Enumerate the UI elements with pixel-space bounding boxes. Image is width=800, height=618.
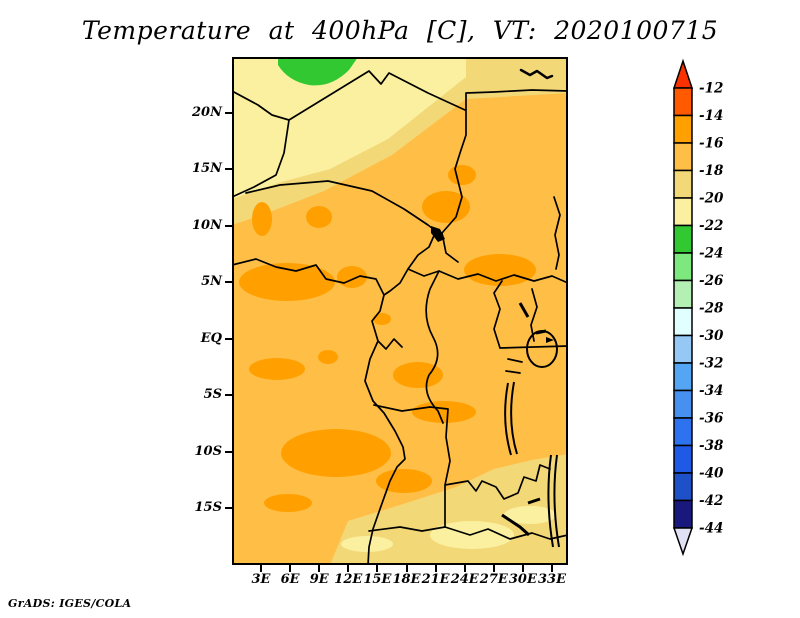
colorbar-segment <box>673 169 693 199</box>
colorbar-arrow-below-min <box>672 527 694 557</box>
x-axis-tick-label: 12E <box>334 572 363 587</box>
y-axis-tick <box>225 394 232 397</box>
colorbar-segment <box>673 197 693 227</box>
colorbar-tick-label: -14 <box>699 108 723 124</box>
colorbar-tick-label: -16 <box>699 136 724 152</box>
x-axis-tick <box>551 565 553 572</box>
colorbar-segment <box>673 87 693 117</box>
colorbar-tick-label: -32 <box>699 356 723 372</box>
colorbar-segment <box>673 499 693 529</box>
x-axis-tick <box>492 565 495 572</box>
x-axis-tick-label: 27E <box>479 572 508 587</box>
colorbar-tick-label: -12 <box>699 81 723 97</box>
colorbar-segment <box>673 307 693 337</box>
y-axis-tick <box>225 337 232 340</box>
y-axis-tick <box>225 281 232 284</box>
colorbar-segment <box>673 472 693 502</box>
x-axis-tick-label: 18E <box>392 572 421 587</box>
lake-mweru <box>501 497 541 537</box>
y-axis-tick-label: EQ <box>200 330 222 346</box>
y-axis-tick-label: 5S <box>203 387 222 403</box>
x-axis-tick-label: 30E <box>508 572 537 587</box>
colorbar-tick-label: -42 <box>699 493 723 509</box>
lake-chad <box>431 226 445 242</box>
colorbar-segment <box>673 114 693 144</box>
colorbar: -12 -14 -16 -18 -20 -22 -24 -26 -28 -30 -32 -34 -36 -… <box>672 58 724 557</box>
x-axis-tick-label: 33E <box>538 572 566 587</box>
temperature-fill-layers <box>232 57 568 565</box>
y-axis-tick <box>225 112 232 114</box>
colorbar-tick-label: -34 <box>699 383 723 399</box>
y-axis-tick-label: 10S <box>194 443 222 459</box>
colorbar-tick-label: -30 <box>699 328 724 344</box>
colorbar-tick-label: -40 <box>699 466 724 482</box>
y-axis-tick <box>225 168 232 171</box>
x-axis-tick-label: 6E <box>280 572 300 587</box>
colorbar-segment <box>673 334 693 364</box>
x-axis-tick-label: 24E <box>450 572 479 587</box>
x-axis-tick-label: 3E <box>251 572 271 587</box>
y-axis-tick <box>225 450 232 453</box>
x-axis-tick <box>376 565 379 572</box>
x-axis-tick <box>405 565 408 572</box>
country-borders <box>232 68 568 565</box>
colorbar-segment <box>673 444 693 474</box>
colorbar-segment <box>673 252 693 282</box>
colorbar-tick-label: -36 <box>699 411 724 427</box>
river-wadi <box>519 68 554 80</box>
y-axis-tick-label: 5N <box>201 274 222 290</box>
colorbar-segment <box>673 142 693 172</box>
colorbar-tick-label: -38 <box>699 438 724 454</box>
plot-title: Temperature at 400hPa [C], VT: 202010071… <box>81 16 719 45</box>
colorbar-tick-label: -18 <box>699 163 724 179</box>
x-axis-tick <box>521 565 524 572</box>
lake-victoria-island <box>546 337 554 343</box>
colorbar-tick-label: -20 <box>699 191 724 207</box>
y-axis-tick-label: 15N <box>192 161 222 177</box>
colorbar-arrow-above-max <box>672 58 694 89</box>
lake-albert <box>518 302 530 318</box>
lakes <box>431 226 560 548</box>
colorbar-tick-label: -26 <box>699 273 724 289</box>
x-axis-tick <box>289 565 292 572</box>
y-axis-tick-label: 15S <box>194 500 222 515</box>
lake-malawi <box>547 454 560 548</box>
x-axis-tick-label: 9E <box>309 572 329 587</box>
colorbar-segment <box>673 417 693 447</box>
x-axis-tick <box>260 565 262 572</box>
lake-kyoga <box>535 329 547 335</box>
y-axis-tick <box>225 507 232 509</box>
x-axis-tick-label: 15E <box>363 572 392 587</box>
colorbar-tick-label: -44 <box>699 521 723 537</box>
colorbar-segment <box>673 279 693 309</box>
colorbar-segment <box>673 362 693 392</box>
map-frame <box>232 57 568 565</box>
colorbar-segment <box>673 389 693 419</box>
temperature-map <box>232 57 568 565</box>
x-axis-tick <box>434 565 437 572</box>
y-axis-tick-label: 20N <box>192 105 222 120</box>
colorbar-tick-label: -28 <box>699 301 724 317</box>
lake-tanganyika <box>504 381 518 456</box>
colorbar-tick-label: -22 <box>699 218 723 234</box>
attribution: GrADS: IGES/COLA <box>8 597 132 610</box>
colorbar-segment <box>673 224 693 254</box>
x-axis-tick <box>318 565 321 572</box>
y-axis-tick-label: 10N <box>192 217 222 233</box>
colorbar-tick-label: -24 <box>699 246 723 262</box>
x-axis-tick <box>347 565 350 572</box>
x-axis-tick-label: 21E <box>421 572 450 587</box>
fill-region-22to24-green-patch <box>278 57 358 86</box>
y-axis-tick <box>225 224 232 227</box>
fill-region-20to22-north <box>232 57 466 199</box>
x-axis-tick <box>463 565 466 572</box>
